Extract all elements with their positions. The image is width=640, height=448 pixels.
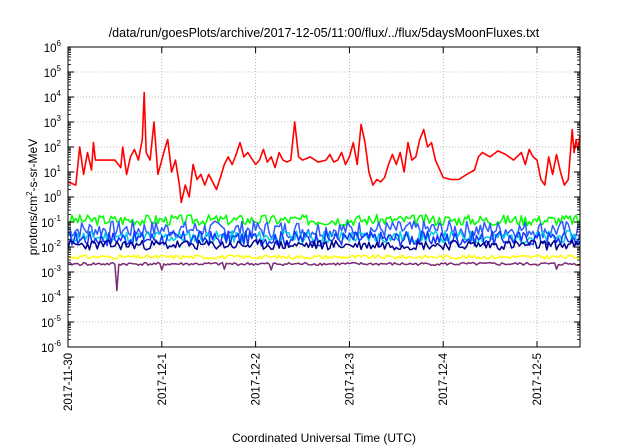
x-tick-label: 2017-12-1 xyxy=(157,353,169,405)
y-tick-label: 10-5 xyxy=(41,314,61,330)
series-line-7 xyxy=(67,261,581,292)
y-axis-ticks: 10-6 10-5 10-4 10-3 10-2 10-1 100 101 102 103 104 1… xyxy=(41,39,580,355)
y-tick-label: 10-1 xyxy=(41,214,61,230)
y-tick-label: 10-3 xyxy=(41,264,61,280)
chart-title: /data/run/goesPlots/archive/2017-12-05/1… xyxy=(109,26,540,40)
y-tick-label: 10-6 xyxy=(41,339,61,355)
y-axis-label-rest: -s-sr-MeV xyxy=(26,139,40,192)
series-line-0 xyxy=(67,91,581,204)
y-tick-label: 102 xyxy=(44,139,62,155)
y-tick-label: 106 xyxy=(44,39,62,55)
series-line-6 xyxy=(67,254,581,260)
series-line-5 xyxy=(67,239,581,251)
y-tick-label: 100 xyxy=(44,189,62,205)
y-tick-label: 104 xyxy=(44,89,62,105)
y-tick-label: 105 xyxy=(44,64,62,80)
y-tick-label: 10-4 xyxy=(41,289,61,305)
x-axis-label: Coordinated Universal Time (UTC) xyxy=(232,431,416,445)
y-tick-label: 103 xyxy=(44,114,62,130)
data-series xyxy=(67,91,581,292)
x-tick-label: 2017-12-3 xyxy=(344,353,356,405)
x-axis-ticks: 2017-11-30 2017-12-1 2017-12-2 2017-12-3 201… xyxy=(63,47,544,411)
y-tick-label: 10-2 xyxy=(41,239,61,255)
x-tick-label: 2017-12-5 xyxy=(532,353,544,405)
y-axis-label: protons/cm2-s-sr-MeV xyxy=(25,139,40,255)
y-tick-label: 101 xyxy=(44,164,62,180)
series-line-4 xyxy=(67,230,581,247)
y-axis-label-main: protons/cm xyxy=(26,196,40,255)
x-tick-label: 2017-12-4 xyxy=(438,352,450,405)
y-axis-label-superscript: 2 xyxy=(25,191,34,196)
x-tick-label: 2017-11-30 xyxy=(63,353,75,411)
x-tick-label: 2017-12-2 xyxy=(251,353,263,405)
grid-lines xyxy=(68,47,580,347)
series-line-1 xyxy=(67,213,581,227)
